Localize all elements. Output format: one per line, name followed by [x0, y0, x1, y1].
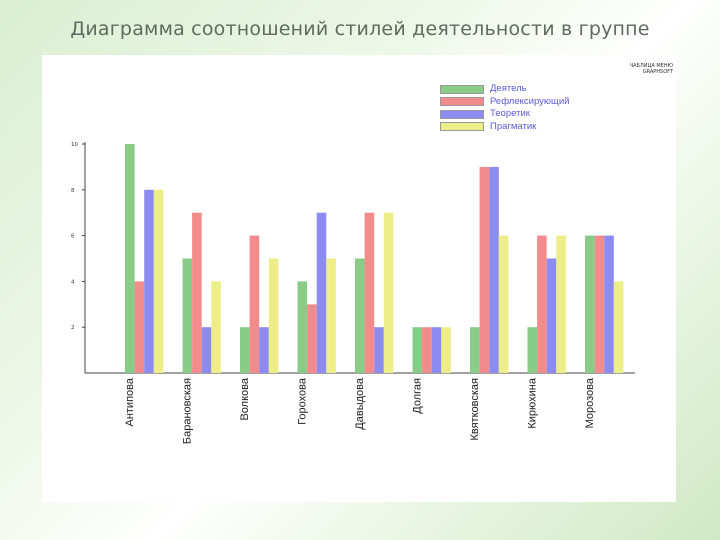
bar-2-2	[192, 212, 202, 373]
bar-3-7	[489, 166, 499, 373]
bar-2-1	[134, 281, 145, 373]
y-tick-label: 10	[71, 142, 78, 148]
bar-1-4	[297, 281, 308, 373]
bar-1-1	[125, 144, 135, 373]
legend-label: Прагматик	[490, 120, 537, 132]
bar-3-2	[201, 327, 212, 373]
x-tick-label: Антипова	[124, 377, 136, 426]
bar-3-6	[431, 327, 442, 373]
y-tick-label: 8	[71, 188, 75, 194]
watermark-line-2: GRAPHSOFT	[642, 69, 673, 75]
bar-2-8	[537, 235, 547, 373]
legend-item-pragmatik: Прагматик	[440, 121, 569, 134]
legend-label: Рефлексирующий	[490, 95, 570, 107]
legend-label: Теоретик	[490, 108, 530, 120]
bar-2-3	[249, 235, 260, 373]
legend-item-refleksiruyushchiy: Рефлексирующий	[440, 96, 569, 109]
x-tick-label: Морозова	[584, 377, 596, 428]
bar-4-5	[383, 212, 394, 373]
bar-1-5	[355, 258, 365, 373]
bar-3-1	[144, 189, 154, 373]
bar-1-7	[470, 327, 480, 373]
bar-2-4	[307, 304, 317, 373]
bar-4-8	[556, 235, 566, 373]
x-tick-label: Кирюхина	[527, 377, 539, 429]
bar-4-7	[498, 235, 509, 373]
bar-4-3	[268, 258, 279, 373]
x-tick-label: Квятковская	[469, 378, 481, 441]
legend-swatch	[440, 109, 484, 119]
bar-chart: 2 4 6 8 10 Антипова Барановская Волкова Горохова…	[71, 142, 635, 444]
bar-1-2	[182, 258, 193, 373]
watermark-line-1: ЧАБЛИЦА МЕНЮ	[629, 63, 673, 69]
legend-item-teoretik: Теоретик	[440, 108, 569, 121]
x-tick-label: Барановская	[182, 378, 194, 444]
page-title: Диаграмма соотношений стилей деятельност…	[70, 18, 650, 40]
y-tick-label: 2	[71, 325, 75, 331]
chart-legend: Деятель Рефлексирующий Теоретик Прагмати…	[440, 83, 569, 133]
bar-1-6	[412, 327, 423, 373]
bar-4-2	[211, 281, 221, 373]
bar-2-6	[422, 327, 432, 373]
bar-3-5	[374, 327, 384, 373]
legend-item-deyatel: Деятель	[440, 83, 569, 96]
x-tick-label: Горохова	[297, 377, 309, 425]
y-tick-label: 4	[71, 279, 75, 285]
bar-1-3	[240, 327, 250, 373]
bar-3-9	[604, 235, 614, 373]
x-tick-label: Волкова	[239, 377, 251, 420]
chart-panel: 2 4 6 8 10 Антипова Барановская Волкова Горохова…	[42, 55, 676, 502]
legend-swatch	[440, 84, 484, 94]
x-tick-label: Долгая	[412, 378, 424, 414]
bar-4-6	[441, 327, 451, 373]
bar-1-9	[585, 235, 595, 373]
bar-2-7	[479, 166, 490, 373]
y-tick-label: 6	[71, 234, 75, 240]
legend-swatch	[440, 97, 484, 107]
chart-watermark: ЧАБЛИЦА МЕНЮ GRAPHSOFT	[628, 63, 673, 75]
bar-2-5	[364, 212, 375, 373]
bar-4-9	[613, 281, 624, 373]
legend-swatch	[440, 122, 484, 132]
legend-label: Деятель	[490, 83, 527, 95]
bar-3-3	[259, 327, 269, 373]
bar-3-8	[546, 258, 557, 373]
bar-3-4	[316, 212, 327, 373]
bar-4-4	[326, 258, 336, 373]
bar-1-8	[527, 327, 538, 373]
bar-2-9	[594, 235, 605, 373]
bar-4-1	[153, 189, 164, 373]
x-tick-label: Давыдова	[354, 377, 366, 430]
